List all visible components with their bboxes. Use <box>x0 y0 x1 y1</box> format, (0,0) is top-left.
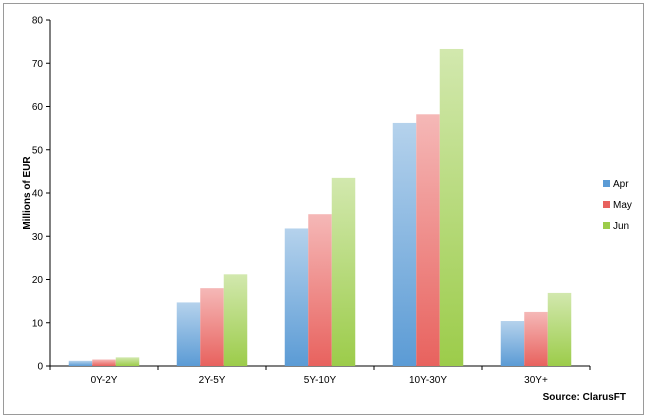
bar-apr-10y-30y <box>392 122 417 366</box>
bar-may-5y-10y <box>308 214 332 366</box>
bar-apr-30y+ <box>500 321 525 366</box>
y-tick-label: 50 <box>32 145 44 156</box>
bar-jun-5y-10y <box>331 177 356 366</box>
bar-may-2y-5y <box>200 288 224 366</box>
y-axis-ticks: 0 10 20 30 40 50 60 70 80 <box>32 16 50 373</box>
x-tick-label: 0Y-2Y <box>91 375 118 386</box>
bar-jun-2y-5y <box>223 274 248 366</box>
bar-jun-30y+ <box>547 292 572 366</box>
y-tick-label: 70 <box>32 59 44 70</box>
x-tick-label: 5Y-10Y <box>304 375 337 386</box>
y-tick-label: 80 <box>32 16 44 27</box>
y-tick-label: 0 <box>37 362 43 373</box>
bar-jun-0y-2y <box>115 357 140 366</box>
x-tick-label: 2Y-5Y <box>199 375 226 386</box>
x-tick-label: 30Y+ <box>524 375 548 386</box>
legend-label-jun: Jun <box>613 221 629 232</box>
x-axis-ticks: 0Y-2Y 2Y-5Y 5Y-10Y 10Y-30Y 30Y+ <box>49 366 591 386</box>
legend-swatch-jun <box>603 222 610 229</box>
bar-apr-5y-10y <box>284 228 309 366</box>
y-tick-label: 60 <box>32 102 44 113</box>
bar-may-0y-2y <box>92 359 116 366</box>
y-tick-label: 30 <box>32 232 44 243</box>
y-tick-label: 40 <box>32 189 44 200</box>
bar-may-10y-30y <box>416 114 440 366</box>
legend-label-apr: Apr <box>613 179 629 190</box>
source-note: Source: ClarusFT <box>543 392 626 403</box>
legend-swatch-may <box>603 201 610 208</box>
legend-label-may: May <box>613 200 632 211</box>
x-tick-label: 10Y-30Y <box>409 375 447 386</box>
chart-bars <box>68 48 572 366</box>
bar-may-30y+ <box>524 311 548 366</box>
legend-swatch-apr <box>603 180 610 187</box>
y-tick-label: 20 <box>32 275 44 286</box>
legend: Apr May Jun <box>603 179 632 232</box>
bar-apr-0y-2y <box>68 360 93 366</box>
bar-apr-2y-5y <box>176 302 201 366</box>
y-axis-label: Millions of EUR <box>22 156 33 230</box>
bar-jun-10y-30y <box>439 48 464 366</box>
y-tick-label: 10 <box>32 318 44 329</box>
